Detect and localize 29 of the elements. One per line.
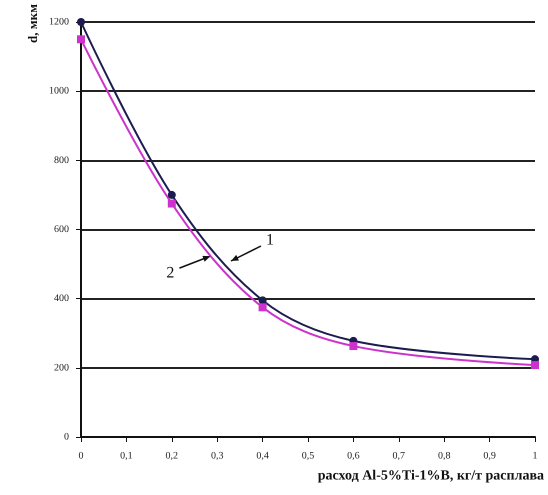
point xyxy=(168,190,176,199)
x-tick-label: 0,8 xyxy=(438,450,450,462)
x-tick-label: 0,2 xyxy=(166,450,178,462)
point xyxy=(349,342,358,350)
y-tick-label: 1000 xyxy=(49,86,69,97)
x-tick-label: 0 xyxy=(78,450,84,462)
y-tick-label: 200 xyxy=(54,362,69,374)
x-tick-label: 0,5 xyxy=(302,450,314,462)
y-tick-label: 600 xyxy=(54,224,69,235)
point xyxy=(77,35,85,44)
point xyxy=(258,303,267,312)
x-tick-label: 0,9 xyxy=(483,450,496,462)
x-tick-label: 0,4 xyxy=(256,450,269,462)
point xyxy=(531,361,539,370)
x-axis-title: расход Al-5%Ti-1%B, кг/т расплава xyxy=(318,468,544,484)
point xyxy=(258,296,267,304)
y-tick-label: 0 xyxy=(64,432,69,442)
y-tick-label: 400 xyxy=(54,293,69,304)
x-tick-label: 0,7 xyxy=(392,450,406,462)
annotation: 1 xyxy=(266,232,274,248)
x-tick-label: 0,1 xyxy=(120,450,133,462)
point xyxy=(168,200,176,208)
x-tick-label: 0,3 xyxy=(210,450,224,462)
y-tick-label: 1200 xyxy=(49,16,69,28)
x-tick-label: 0,6 xyxy=(347,450,360,462)
x-tick-label: 1 xyxy=(532,450,538,462)
annotation: 2 xyxy=(166,264,174,282)
y-axis-title: d, мкм xyxy=(25,4,40,43)
y-tick-label: 800 xyxy=(54,154,69,166)
